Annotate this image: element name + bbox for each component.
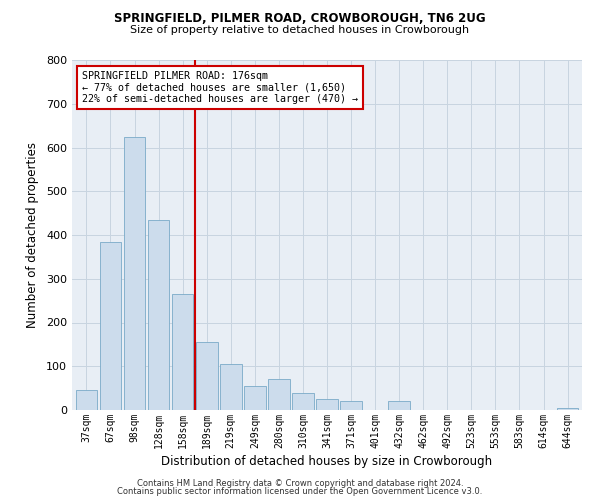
Bar	[196, 342, 218, 410]
Bar	[148, 220, 169, 410]
Bar	[172, 294, 193, 410]
Text: SPRINGFIELD PILMER ROAD: 176sqm
← 77% of detached houses are smaller (1,650)
22%: SPRINGFIELD PILMER ROAD: 176sqm ← 77% of…	[82, 70, 358, 104]
Bar	[557, 408, 578, 410]
Bar	[268, 380, 290, 410]
Bar	[220, 364, 242, 410]
Bar	[388, 401, 410, 410]
Text: Contains HM Land Registry data © Crown copyright and database right 2024.: Contains HM Land Registry data © Crown c…	[137, 478, 463, 488]
Bar	[124, 136, 145, 410]
Bar	[76, 390, 97, 410]
Bar	[340, 401, 362, 410]
Text: Contains public sector information licensed under the Open Government Licence v3: Contains public sector information licen…	[118, 487, 482, 496]
Text: SPRINGFIELD, PILMER ROAD, CROWBOROUGH, TN6 2UG: SPRINGFIELD, PILMER ROAD, CROWBOROUGH, T…	[114, 12, 486, 26]
Bar	[244, 386, 266, 410]
Y-axis label: Number of detached properties: Number of detached properties	[26, 142, 39, 328]
Bar	[100, 242, 121, 410]
Bar	[316, 399, 338, 410]
X-axis label: Distribution of detached houses by size in Crowborough: Distribution of detached houses by size …	[161, 455, 493, 468]
Bar	[292, 392, 314, 410]
Text: Size of property relative to detached houses in Crowborough: Size of property relative to detached ho…	[130, 25, 470, 35]
